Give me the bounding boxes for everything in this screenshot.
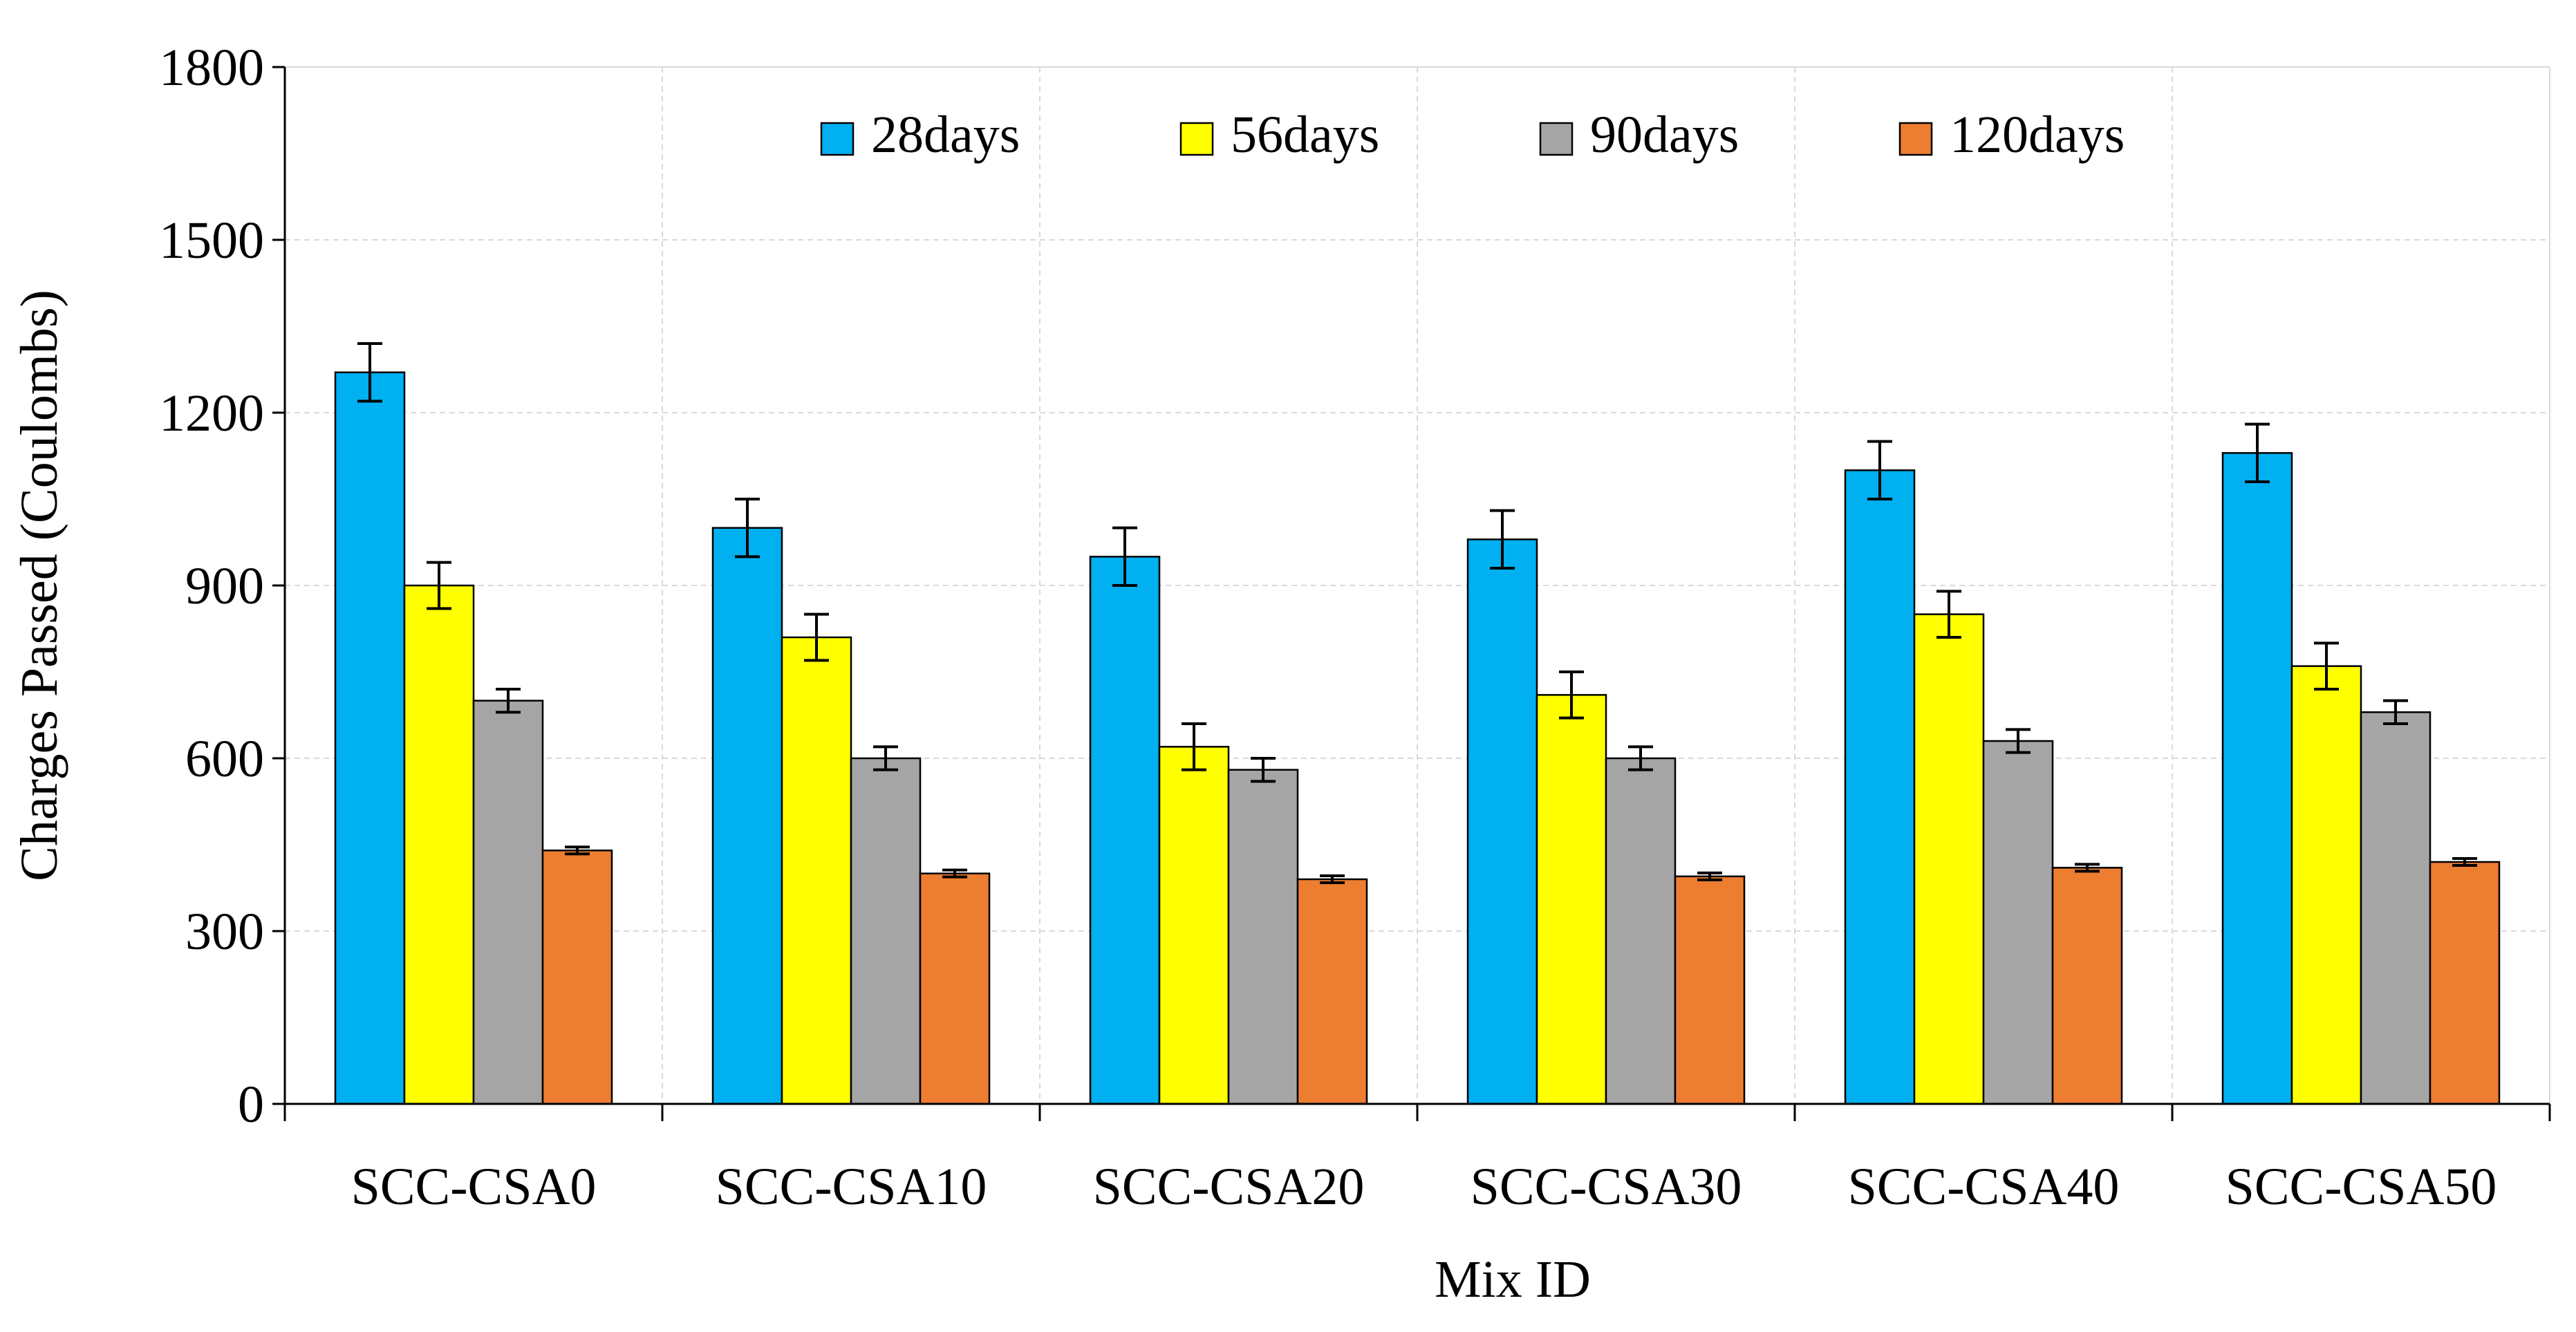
legend-label: 90days — [1590, 106, 1739, 164]
bar — [472, 700, 544, 1105]
axes-layer: 0 300 600 900 1200 1500 1800 SCC-CSA0 SCC-CSA10 S… — [159, 39, 2551, 1216]
y-tick-label: 1500 — [159, 212, 264, 270]
x-tick-label: SCC-CSA40 — [1848, 1158, 2120, 1216]
bar — [1605, 757, 1677, 1105]
bar — [919, 872, 991, 1105]
bar — [334, 371, 406, 1105]
grid-layer — [285, 66, 2550, 1104]
legend: 28days 56days 90days 120days — [820, 106, 2125, 164]
bar — [1536, 694, 1607, 1105]
bar — [1982, 740, 2054, 1105]
legend-label: 28days — [871, 106, 1020, 164]
y-tick-label: 300 — [185, 903, 264, 961]
x-tick-label: SCC-CSA20 — [1093, 1158, 1365, 1216]
y-tick-label: 600 — [185, 730, 264, 788]
bar — [1227, 769, 1299, 1105]
bar — [2290, 665, 2362, 1105]
y-axis-title: Charges Passed (Coulombs) — [10, 290, 68, 881]
legend-swatch — [1898, 122, 1933, 156]
legend-swatch — [1179, 122, 1214, 156]
legend-swatch — [1539, 122, 1574, 156]
y-tick-label: 1200 — [159, 384, 264, 442]
bar — [1844, 469, 1916, 1105]
bar — [1089, 556, 1161, 1105]
bar — [1674, 875, 1746, 1105]
bar — [1466, 538, 1538, 1105]
bar — [541, 850, 613, 1105]
y-tick-label: 1800 — [159, 39, 264, 97]
bar — [2429, 861, 2501, 1105]
y-tick-label: 0 — [238, 1076, 264, 1134]
x-tick-label: SCC-CSA50 — [2225, 1158, 2497, 1216]
bar — [403, 584, 475, 1105]
bar — [781, 636, 852, 1105]
x-tick-label: SCC-CSA30 — [1471, 1158, 1742, 1216]
x-tick-label: SCC-CSA10 — [716, 1158, 987, 1216]
legend-label: 120days — [1950, 106, 2125, 164]
bar — [1913, 613, 1985, 1105]
bar — [2221, 452, 2293, 1105]
y-tick-label: 900 — [185, 557, 264, 615]
x-axis-title: Mix ID — [1435, 1250, 1591, 1308]
x-tick-label: SCC-CSA0 — [351, 1158, 597, 1216]
bar — [850, 757, 922, 1105]
bar — [2051, 867, 2123, 1105]
legend-label: 56days — [1231, 106, 1379, 164]
bar — [711, 527, 783, 1105]
legend-swatch — [820, 122, 855, 156]
bar — [2360, 711, 2432, 1105]
bar — [1158, 746, 1230, 1105]
bar — [1296, 878, 1368, 1105]
